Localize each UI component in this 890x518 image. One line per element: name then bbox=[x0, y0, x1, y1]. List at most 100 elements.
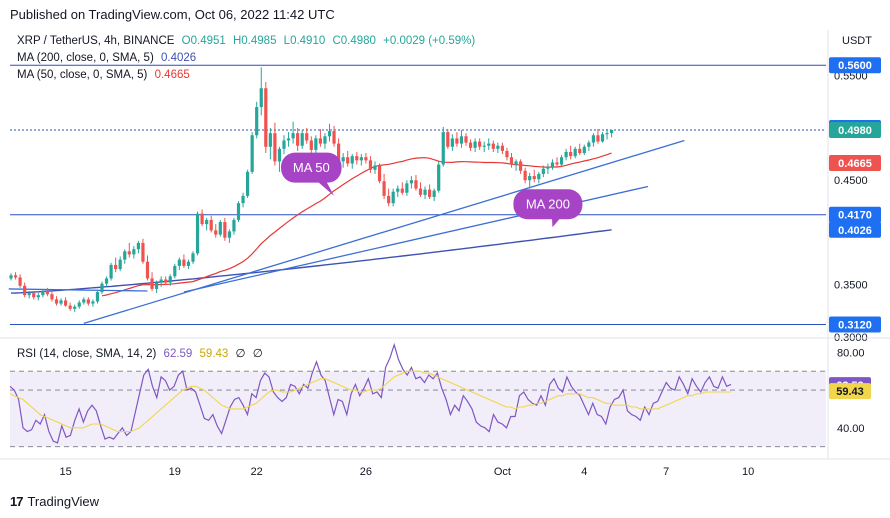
candle-body bbox=[373, 165, 377, 170]
candle bbox=[95, 289, 100, 304]
candle bbox=[505, 147, 509, 161]
rsi-value: 62.59 bbox=[163, 348, 193, 360]
rsi-line bbox=[9, 342, 732, 444]
candle bbox=[409, 176, 413, 189]
candle-body bbox=[214, 230, 218, 235]
candle bbox=[18, 274, 22, 288]
price-tag-bg bbox=[829, 316, 881, 333]
published-header: Published on TradingView.com, Oct 06, 20… bbox=[10, 7, 335, 22]
time-tick-label: 19 bbox=[169, 466, 181, 478]
price-tag: 0.3120 bbox=[829, 316, 881, 333]
candle bbox=[45, 287, 49, 297]
candle bbox=[496, 142, 500, 154]
legend-ma200[interactable]: MA (200, close, 0, SMA, 5) 0.4026 bbox=[17, 52, 200, 64]
price-tag-bg bbox=[829, 57, 881, 74]
candle bbox=[446, 128, 450, 149]
candle bbox=[537, 171, 541, 184]
candle bbox=[473, 138, 477, 152]
candle bbox=[218, 219, 222, 237]
candle bbox=[132, 246, 136, 259]
candle-body bbox=[487, 143, 491, 146]
candle bbox=[273, 122, 277, 166]
price-tag-bg bbox=[829, 154, 881, 171]
candle-body bbox=[95, 292, 100, 302]
candle-body bbox=[446, 132, 450, 147]
candle-body bbox=[218, 222, 222, 235]
candle bbox=[450, 134, 454, 151]
trendline bbox=[83, 139, 685, 325]
candle bbox=[173, 263, 177, 279]
candle-body bbox=[114, 264, 118, 270]
symbol-label[interactable]: XRP / TetherUS, 4h, BINANCE bbox=[17, 35, 175, 47]
low-value: L0.4910 bbox=[283, 35, 326, 47]
legend-ma50[interactable]: MA (50, close, 0, SMA, 5) 0.4665 bbox=[17, 69, 194, 81]
candle bbox=[309, 136, 313, 154]
candle-body bbox=[86, 299, 90, 304]
candle bbox=[223, 217, 227, 241]
candle bbox=[41, 288, 45, 298]
ma50-value: 0.4665 bbox=[154, 69, 190, 81]
ma50-line bbox=[101, 152, 612, 297]
candle bbox=[123, 249, 127, 264]
legend-rsi[interactable]: RSI (14, close, SMA, 14, 2) 62.59 59.43 … bbox=[17, 346, 267, 360]
candle bbox=[359, 154, 363, 166]
rsi-extra-2: ∅ bbox=[252, 348, 263, 360]
candle-body bbox=[578, 148, 582, 154]
candle bbox=[500, 142, 504, 155]
candle-body bbox=[559, 157, 564, 165]
ma50-label: MA (50, close, 0, SMA, 5) bbox=[17, 69, 148, 81]
tradingview-logo-icon: 17 bbox=[10, 494, 24, 509]
candle bbox=[141, 238, 145, 264]
candle bbox=[437, 161, 441, 193]
price-tick-label: 0.3500 bbox=[834, 280, 868, 292]
candle-body bbox=[414, 180, 418, 189]
candle-body bbox=[323, 136, 327, 144]
candle-body bbox=[68, 305, 72, 309]
tradingview-logo[interactable]: 17 TradingView bbox=[10, 494, 99, 509]
price-tag-label: 0.3120 bbox=[838, 319, 872, 331]
candle bbox=[100, 281, 104, 295]
candle bbox=[550, 159, 555, 170]
candle-body bbox=[195, 213, 200, 254]
candle-body bbox=[441, 132, 445, 165]
candle-body bbox=[241, 195, 245, 204]
candle bbox=[573, 146, 577, 159]
candle bbox=[68, 302, 72, 311]
candle bbox=[318, 128, 322, 147]
price-tag-label: 0.4170 bbox=[838, 210, 872, 222]
candle-body bbox=[569, 151, 573, 157]
candle-body bbox=[337, 143, 341, 162]
candle bbox=[323, 133, 327, 149]
candle-body bbox=[555, 162, 559, 165]
candle-body bbox=[209, 219, 213, 231]
candle bbox=[514, 159, 518, 171]
candle-body bbox=[36, 295, 40, 298]
time-tick-label: 26 bbox=[360, 466, 372, 478]
candle bbox=[377, 163, 382, 184]
candle bbox=[109, 262, 113, 281]
candle-body bbox=[200, 213, 204, 225]
candle-body bbox=[159, 279, 163, 283]
candle-body bbox=[168, 276, 172, 283]
candle bbox=[596, 128, 600, 144]
candle bbox=[391, 188, 395, 207]
change-value: +0.0029 (+0.59%) bbox=[383, 35, 476, 47]
candle bbox=[59, 298, 63, 306]
time-tick-label: 15 bbox=[59, 466, 71, 478]
price-tag: 0.4980 bbox=[829, 122, 881, 139]
candle bbox=[546, 163, 550, 174]
candle-body bbox=[45, 291, 49, 295]
candle bbox=[82, 297, 86, 305]
candle-body bbox=[296, 133, 300, 146]
candle bbox=[150, 272, 154, 292]
candle bbox=[610, 129, 614, 138]
callout-body bbox=[281, 152, 342, 183]
candle-body bbox=[314, 138, 318, 150]
callout-pointer bbox=[315, 179, 335, 196]
candle-body bbox=[473, 141, 477, 148]
candle bbox=[86, 297, 90, 306]
price-tag-label: 0.4980 bbox=[838, 125, 872, 137]
candle bbox=[364, 153, 368, 164]
time-tick-label: 4 bbox=[581, 466, 587, 478]
